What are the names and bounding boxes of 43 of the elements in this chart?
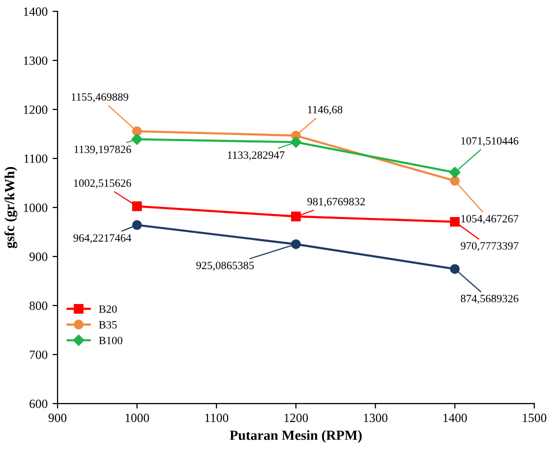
data-label: 874,5689326 <box>460 294 518 304</box>
x-tick-label: 1300 <box>364 414 388 422</box>
y-tick-label: 1300 <box>24 56 48 65</box>
x-tick-label: 1000 <box>126 414 150 422</box>
point <box>290 136 302 148</box>
point <box>449 166 460 178</box>
y-axis-title: gsfc (gr/kWh) <box>4 167 18 248</box>
y-tick-label: 700 <box>30 350 48 359</box>
point <box>132 201 142 212</box>
data-label: 1002,515626 <box>74 179 132 188</box>
y-tick-label: 900 <box>29 252 48 261</box>
data-label: 964,2217464 <box>73 234 132 244</box>
point <box>132 220 142 230</box>
x-tick-label: 1200 <box>284 414 308 422</box>
point <box>450 176 460 186</box>
point <box>450 216 460 227</box>
x-tick-label: 1400 <box>443 414 467 422</box>
data-label: 1054,467267 <box>461 214 518 224</box>
legend-label: B100 <box>98 336 122 344</box>
data-label: 970,7773397 <box>460 242 518 252</box>
y-tick-label: 600 <box>30 400 48 408</box>
y-tick-label: 1000 <box>24 204 48 212</box>
data-label: 1139,197826 <box>74 146 132 155</box>
y-tick-label: 1400 <box>24 7 48 16</box>
point <box>450 264 460 274</box>
data-label: 1133,282947 <box>228 151 284 160</box>
data-label: 1146,68 <box>308 106 342 115</box>
point <box>291 212 301 222</box>
data-label: 925,0865385 <box>196 262 254 271</box>
legend-label: B20 <box>98 305 117 313</box>
x-tick-label: 900 <box>48 414 66 422</box>
data-label: 1155,469889 <box>72 93 128 102</box>
x-axis-title: Putaran Mesin (RPM) <box>230 430 362 443</box>
legend-label: B35 <box>98 321 117 329</box>
y-tick-label: 1200 <box>24 105 48 114</box>
data-label: 1071,510446 <box>461 137 518 146</box>
x-tick-label: 1500 <box>522 414 546 422</box>
x-tick-label: 1100 <box>205 414 228 422</box>
y-tick-label: 800 <box>30 302 48 310</box>
y-tick-label: 1100 <box>24 154 48 163</box>
data-label: 981,6769832 <box>307 198 365 207</box>
point <box>291 239 301 250</box>
point <box>131 134 143 145</box>
